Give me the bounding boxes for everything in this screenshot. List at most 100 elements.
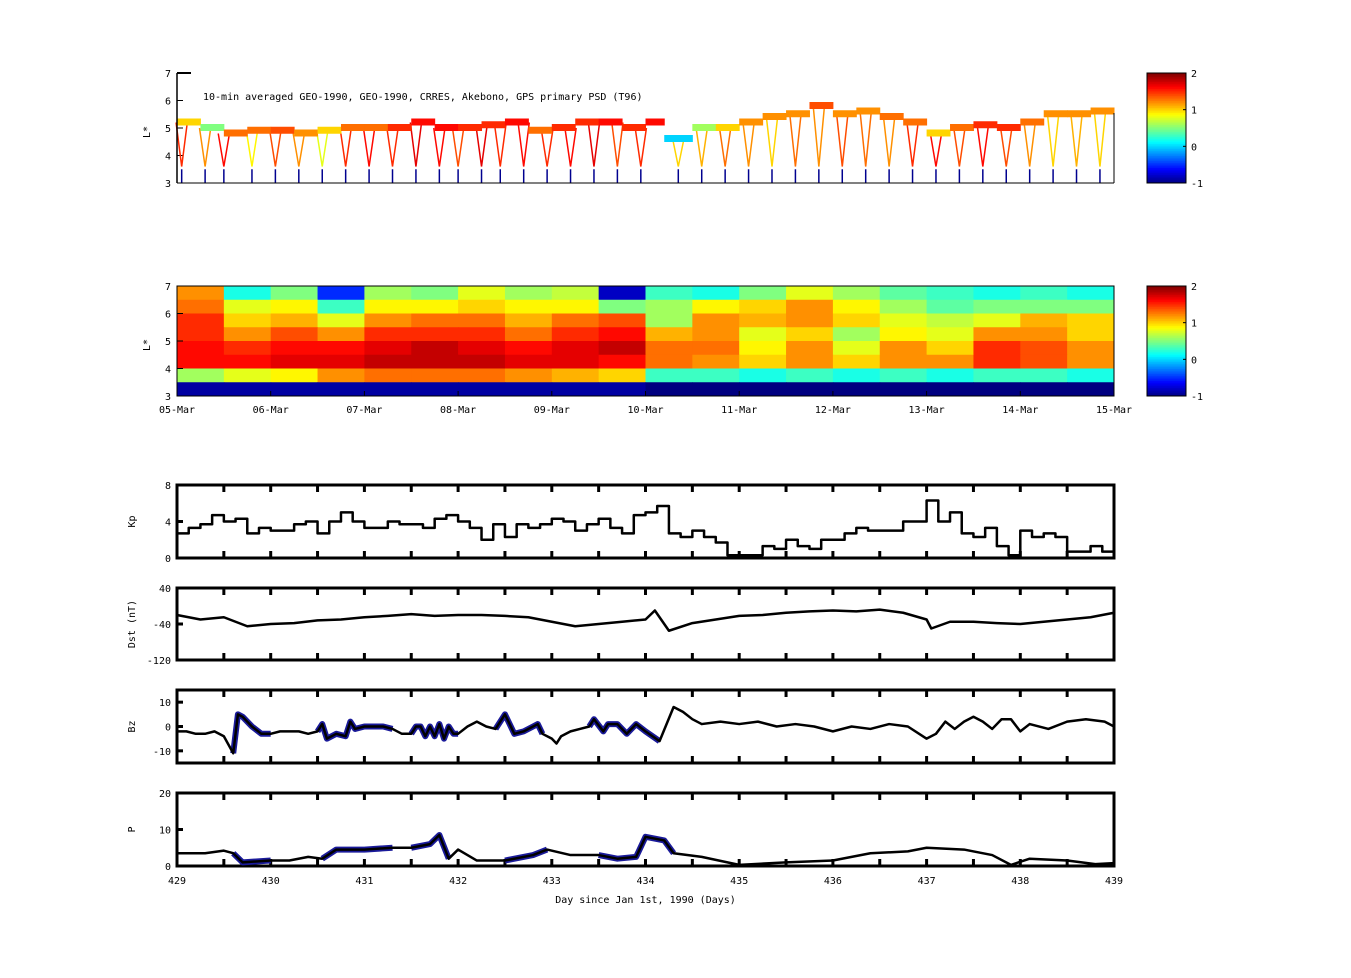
- psd-cell: [879, 299, 928, 314]
- colorbar-segment: [1147, 311, 1186, 314]
- psd-cell: [458, 341, 506, 356]
- orbit-pass-track: [1046, 114, 1060, 167]
- colorbar-segment: [1147, 389, 1186, 392]
- x-tick-label: 438: [1011, 876, 1029, 887]
- psd-cell: [364, 354, 412, 369]
- orbit-pass-track: [634, 127, 648, 167]
- psd-cell: [458, 354, 506, 369]
- psd-cell: [832, 354, 881, 369]
- colorbar-segment: [1147, 98, 1186, 101]
- colorbar-segment: [1147, 176, 1186, 179]
- psd-cell: [1020, 299, 1068, 314]
- colorbar-segment: [1147, 165, 1186, 169]
- psd-cell: [692, 299, 740, 314]
- colorbar-segment: [1147, 327, 1186, 330]
- orbit-pass-track: [742, 122, 755, 167]
- y-tick-label: 3: [165, 392, 171, 403]
- psd-cell: [598, 341, 646, 356]
- plot-frame: [175, 586, 1116, 662]
- colorbar-segment: [1147, 146, 1186, 150]
- colorbar-segment: [1147, 172, 1186, 175]
- psd-cell: [786, 286, 834, 301]
- psd-cell: [270, 286, 319, 301]
- colorbar-segment: [1147, 298, 1186, 301]
- colorbar-segment: [1147, 103, 1186, 107]
- psd-cell: [317, 382, 365, 397]
- y-tick-label: 7: [165, 69, 171, 80]
- psd-cell: [786, 299, 834, 314]
- orbit-pass-track: [789, 114, 802, 167]
- orbit-pass-track: [812, 105, 826, 167]
- colorbar-segment: [1147, 136, 1186, 139]
- colorbar-segment: [1147, 74, 1186, 77]
- psd-cell: [973, 299, 1021, 314]
- psd-cell: [645, 327, 693, 342]
- psd-cell: [411, 286, 459, 301]
- orbit-pass-track: [671, 138, 685, 167]
- colorbar-segment: [1147, 160, 1186, 163]
- orbit-pass-track: [929, 133, 943, 167]
- colorbar-tick-label: 2: [1191, 69, 1197, 80]
- psd-cell: [879, 341, 928, 356]
- colorbar-segment: [1147, 287, 1186, 290]
- x-tick-label: 06-Mar: [253, 405, 289, 416]
- psd-cell: [1067, 368, 1115, 383]
- psd-cell: [504, 286, 553, 301]
- colorbar-segment: [1147, 328, 1186, 332]
- colorbar-segment: [1147, 346, 1186, 349]
- psd-band-cell: [664, 135, 693, 142]
- orbit-pass-track: [1093, 111, 1107, 167]
- psd-cell: [504, 299, 553, 314]
- psd-cell: [411, 313, 459, 328]
- x-tick-label: 432: [449, 876, 467, 887]
- psd-cell: [832, 313, 881, 328]
- plot-frame: [175, 791, 1116, 868]
- psd-band-cell: [340, 124, 365, 131]
- psd-band-cell: [270, 126, 295, 134]
- psd-cell: [411, 327, 459, 342]
- psd-band-cell: [996, 124, 1021, 131]
- p-line: [177, 833, 1115, 867]
- psd-band-cell: [1020, 118, 1045, 126]
- psd-cell: [411, 299, 459, 314]
- psd-cell: [177, 313, 225, 328]
- colorbar-segment: [1147, 121, 1186, 124]
- orbit-pass-track: [718, 127, 732, 167]
- psd-band-cell: [458, 124, 483, 131]
- colorbar-segment: [1147, 114, 1186, 117]
- colorbar-segment: [1147, 318, 1186, 321]
- x-tick-label: 13-Mar: [909, 405, 945, 416]
- x-tick-label: 11-Mar: [721, 405, 757, 416]
- colorbar-segment: [1147, 78, 1186, 81]
- psd-cell: [645, 299, 693, 314]
- colorbar-segment: [1147, 140, 1186, 143]
- psd-cell: [879, 327, 928, 342]
- colorbar-segment: [1147, 286, 1186, 289]
- colorbar-segment: [1147, 90, 1186, 93]
- orbit-pass-track: [517, 122, 531, 167]
- psd-cell: [739, 327, 787, 342]
- psd-band-cell: [739, 118, 764, 126]
- y-tick-label: 0: [165, 723, 171, 734]
- psd-cell: [645, 368, 693, 383]
- y-tick-label: 3: [165, 179, 171, 190]
- psd-cell: [458, 313, 506, 328]
- colorbar-segment: [1147, 351, 1186, 354]
- psd-band-cell: [1043, 110, 1068, 118]
- colorbar-segment: [1147, 86, 1186, 89]
- psd-cell: [598, 354, 646, 369]
- colorbar-segment: [1147, 134, 1186, 138]
- colorbar-segment: [1147, 342, 1186, 345]
- psd-band-cell: [177, 118, 201, 126]
- psd-cell: [317, 286, 365, 301]
- psd-cell: [458, 327, 506, 342]
- colorbar-segment: [1147, 366, 1186, 369]
- colorbar-tick-label: 2: [1191, 282, 1197, 293]
- psd-cell: [364, 313, 412, 328]
- psd-cell: [458, 299, 506, 314]
- colorbar-segment: [1147, 289, 1186, 292]
- colorbar-segment: [1147, 371, 1186, 375]
- psd-band-cell: [856, 107, 881, 115]
- x-tick-label: 436: [824, 876, 842, 887]
- x-tick-label: 08-Mar: [440, 405, 476, 416]
